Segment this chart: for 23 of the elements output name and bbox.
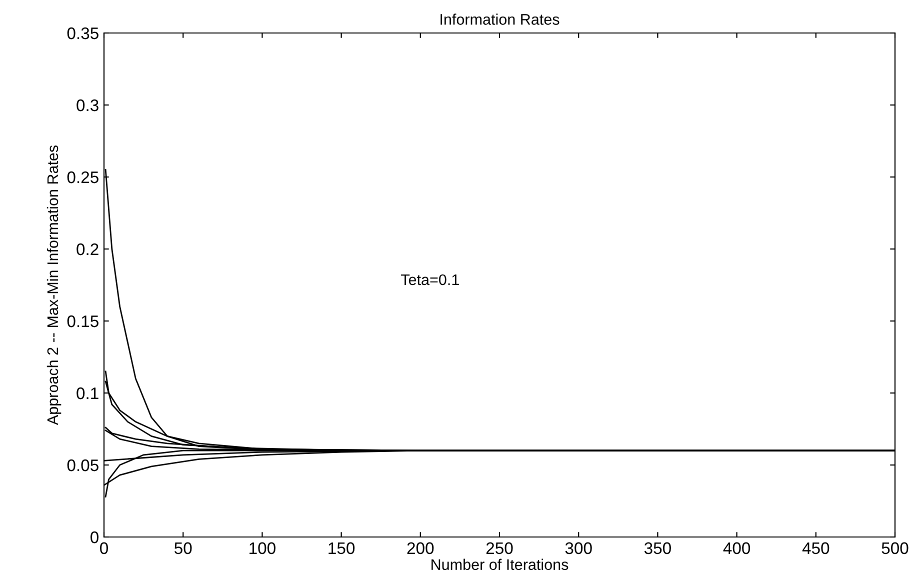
annotation: Teta=0.1: [400, 274, 459, 286]
x-tick-label: 400: [723, 542, 750, 554]
y-tick-label: 0.1: [76, 387, 98, 400]
y-axis-title: Approach 2 -- Max-Min Information Rates: [46, 145, 62, 426]
x-tick-label: 350: [644, 542, 671, 554]
y-tick-label: 0.05: [67, 459, 98, 472]
x-tick-label: 100: [250, 542, 276, 554]
x-tick-label: 200: [407, 542, 434, 554]
x-tick-label: 250: [486, 542, 513, 554]
x-tick-label: 500: [882, 542, 908, 554]
x-tick-label: 450: [802, 542, 830, 554]
x-axis-title: Number of Iterations: [432, 558, 568, 570]
y-tick-label: 0: [90, 531, 98, 544]
chart-title: Information Rates: [440, 14, 560, 25]
x-tick-label: 0: [100, 542, 108, 554]
y-tick-label: 0.15: [67, 315, 98, 328]
y-tick-label: 0.35: [67, 27, 98, 40]
x-tick-label: 50: [174, 542, 192, 554]
x-tick-label: 300: [565, 542, 592, 554]
y-tick-label: 0.2: [76, 243, 98, 256]
x-tick-label: 150: [328, 542, 355, 554]
y-tick-label: 0.25: [67, 171, 98, 184]
y-tick-label: 0.3: [76, 99, 98, 112]
